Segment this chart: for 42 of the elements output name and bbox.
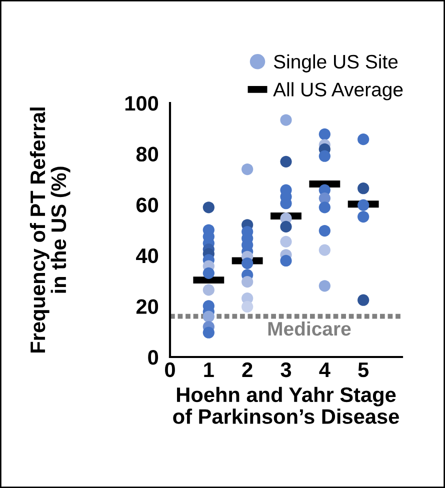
point [202, 310, 214, 322]
legend-label: Single US Site [274, 54, 398, 72]
legend-label: All US Average [273, 82, 403, 100]
point [202, 202, 214, 214]
point [318, 150, 330, 162]
point [318, 280, 330, 292]
point [318, 224, 330, 237]
point [358, 294, 370, 306]
x-tick-label: 3 [280, 362, 292, 378]
x-tick-label: 5 [358, 362, 369, 378]
y-tick-label: 40 [136, 248, 158, 264]
x-tick-label: 1 [204, 362, 214, 377]
y-tick-label: 20 [136, 299, 158, 314]
point [280, 220, 292, 233]
point [242, 257, 254, 270]
point [202, 267, 214, 279]
point [318, 128, 330, 140]
point [280, 236, 292, 248]
x-axis-title: Hoehn and Yahr Stage of Parkinson’s Disease [173, 386, 399, 424]
point [202, 326, 214, 338]
y-tick-label: 60 [136, 198, 158, 212]
x-tick-label: 0 [165, 362, 175, 378]
point [358, 199, 370, 211]
point [358, 182, 370, 194]
point [280, 156, 292, 168]
point [280, 254, 292, 267]
point [242, 276, 254, 288]
ref-line-label: Medicare [268, 321, 351, 336]
point [358, 210, 370, 223]
point [202, 284, 214, 296]
point [242, 300, 254, 313]
y-axis-title: Frequency of PT Referral in the US (%) [30, 108, 70, 352]
point [280, 114, 292, 126]
x-tick-label: 4 [319, 362, 330, 377]
x-tick-label: 2 [242, 362, 252, 377]
point [318, 244, 330, 256]
y-tick-label: 100 [125, 96, 158, 111]
point [318, 202, 330, 214]
y-tick-label: 80 [136, 146, 158, 162]
y-tick-label: 0 [148, 350, 158, 365]
point [358, 134, 370, 146]
point [242, 163, 254, 176]
